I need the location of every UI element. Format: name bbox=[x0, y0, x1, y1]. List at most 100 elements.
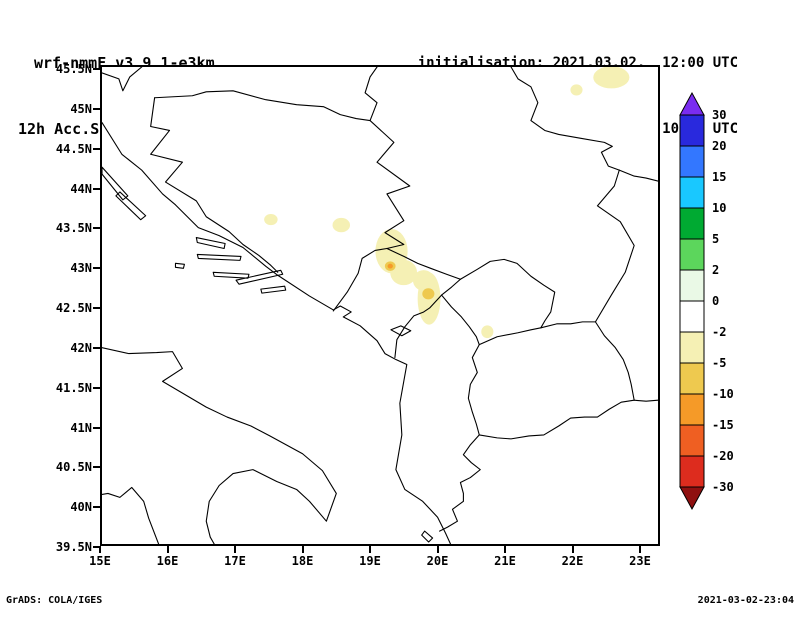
colorbar-segment bbox=[679, 114, 705, 147]
x-tick-mark bbox=[369, 546, 371, 553]
colorbar-tick-label: -2 bbox=[712, 325, 726, 339]
snow-area-area-7 bbox=[570, 84, 583, 96]
colorbar-segment bbox=[679, 331, 705, 364]
y-tick-mark bbox=[93, 426, 100, 429]
snow-area-area-3 bbox=[264, 213, 278, 226]
y-tick-mark bbox=[93, 107, 100, 110]
colorbar-tick-label: 2 bbox=[712, 263, 719, 277]
colorbar-segment bbox=[679, 362, 705, 395]
colorbar: 30 20 15 10 5 2 0 -2 -5 -10 -15 -20 -30 bbox=[678, 91, 748, 517]
colorbar-tick-label: -10 bbox=[712, 387, 734, 401]
colorbar-tick-label: 0 bbox=[712, 294, 719, 308]
x-tick-mark bbox=[301, 546, 304, 553]
islands-dalmatia bbox=[102, 166, 434, 543]
colorbar-tick-label: -5 bbox=[712, 356, 726, 370]
y-tick-mark bbox=[93, 466, 100, 469]
x-tick-mark bbox=[234, 546, 236, 553]
y-tick-label: 45N bbox=[70, 101, 92, 116]
colorbar-arrow-up bbox=[679, 91, 705, 116]
border-serbia-bulgaria bbox=[594, 169, 635, 323]
y-tick-label: 39.5N bbox=[55, 540, 92, 555]
y-tick-mark bbox=[93, 546, 100, 549]
colorbar-segment bbox=[679, 269, 705, 302]
creation-timestamp: 2021-03-02-23:04 bbox=[697, 595, 794, 606]
x-tick-label: 21E bbox=[494, 554, 516, 568]
y-tick-mark bbox=[93, 147, 100, 150]
border-bosnia-west bbox=[150, 97, 279, 273]
snow-area-area-4 bbox=[332, 217, 351, 233]
snow-area-area-2b bbox=[412, 270, 435, 291]
border-montenegro-albania bbox=[394, 294, 443, 359]
y-tick-mark bbox=[93, 187, 100, 190]
y-tick-label: 40.5N bbox=[55, 460, 92, 475]
colorbar-tick-label: 5 bbox=[712, 232, 719, 246]
coastlines-and-borders-layer bbox=[102, 67, 658, 544]
y-tick-mark bbox=[93, 506, 100, 509]
x-tick-mark bbox=[166, 546, 169, 553]
border-slovenia-croatia bbox=[102, 67, 143, 92]
colorbar-segment bbox=[679, 300, 705, 333]
colorbar-tick-label: -20 bbox=[712, 449, 734, 463]
x-tick-label: 16E bbox=[156, 554, 179, 568]
y-tick-mark bbox=[93, 227, 100, 230]
colorbar-segment bbox=[679, 176, 705, 209]
colorbar-segment bbox=[679, 455, 705, 488]
border-kosovo-macedonia bbox=[478, 327, 542, 346]
y-tick-label: 41.5N bbox=[55, 380, 92, 395]
map-plot bbox=[102, 67, 658, 544]
coastline-italy-east bbox=[102, 347, 337, 544]
y-tick-label: 45.5N bbox=[55, 61, 92, 76]
x-tick-mark bbox=[504, 546, 506, 553]
border-bosnia-serbia-drina bbox=[369, 120, 411, 250]
snow-area-area-6 bbox=[593, 67, 630, 89]
y-tick-mark bbox=[93, 267, 100, 270]
x-tick-label: 23E bbox=[629, 554, 651, 568]
snow-area-area-2-core bbox=[422, 288, 435, 300]
y-tick-mark bbox=[93, 67, 100, 70]
border-croatia-serbia-danube bbox=[364, 67, 378, 122]
y-tick-label: 43.5N bbox=[55, 221, 92, 236]
x-tick-mark bbox=[99, 546, 101, 553]
snow-area-area-1b bbox=[390, 259, 418, 286]
y-tick-mark bbox=[93, 386, 100, 389]
border-montenegro-kosovo bbox=[441, 278, 461, 296]
grads-credit: GrADS: COLA/IGES bbox=[6, 595, 103, 606]
snow-shading-layer bbox=[264, 67, 630, 339]
colorbar-tick-label: -30 bbox=[712, 480, 734, 494]
border-bosnia-montenegro bbox=[332, 247, 388, 312]
border-macedonia-greece bbox=[478, 399, 635, 440]
x-tick-label: 19E bbox=[359, 554, 381, 568]
x-tick-mark bbox=[571, 546, 574, 553]
colorbar-tick-label: 10 bbox=[712, 201, 726, 215]
coastline-italy-west bbox=[102, 486, 160, 544]
border-macedonia-bulgaria bbox=[594, 321, 635, 401]
y-tick-label: 42N bbox=[70, 340, 92, 355]
border-montenegro-serbia bbox=[386, 247, 461, 280]
x-tick-label: 22E bbox=[561, 554, 584, 568]
border-greece-bulgaria bbox=[633, 399, 658, 402]
colorbar-arrow-down bbox=[679, 486, 705, 511]
colorbar-tick-label: 20 bbox=[712, 139, 726, 153]
y-tick-label: 44.5N bbox=[55, 141, 92, 156]
colorbar-segment bbox=[679, 424, 705, 457]
x-tick-label: 15E bbox=[89, 554, 111, 568]
y-tick-label: 41N bbox=[70, 420, 92, 435]
x-tick-mark bbox=[436, 546, 439, 553]
border-macedonia-albania bbox=[467, 344, 480, 436]
coastline-adriatic-east bbox=[102, 121, 452, 544]
x-tick-label: 18E bbox=[291, 554, 314, 568]
border-serbia-romania bbox=[510, 67, 620, 171]
snow-area-area-5 bbox=[481, 325, 494, 339]
lake-skadar-outline bbox=[390, 325, 412, 337]
border-kosovo-albania bbox=[441, 294, 480, 346]
colorbar-tick-label: -15 bbox=[712, 418, 734, 432]
y-tick-mark bbox=[93, 346, 100, 349]
border-bosnia-north bbox=[154, 90, 371, 122]
colorbar-segment bbox=[679, 145, 705, 178]
y-tick-mark bbox=[93, 307, 100, 310]
colorbar-segment bbox=[679, 393, 705, 426]
x-tick-label: 17E bbox=[224, 554, 246, 568]
border-albania-greece bbox=[439, 434, 481, 532]
